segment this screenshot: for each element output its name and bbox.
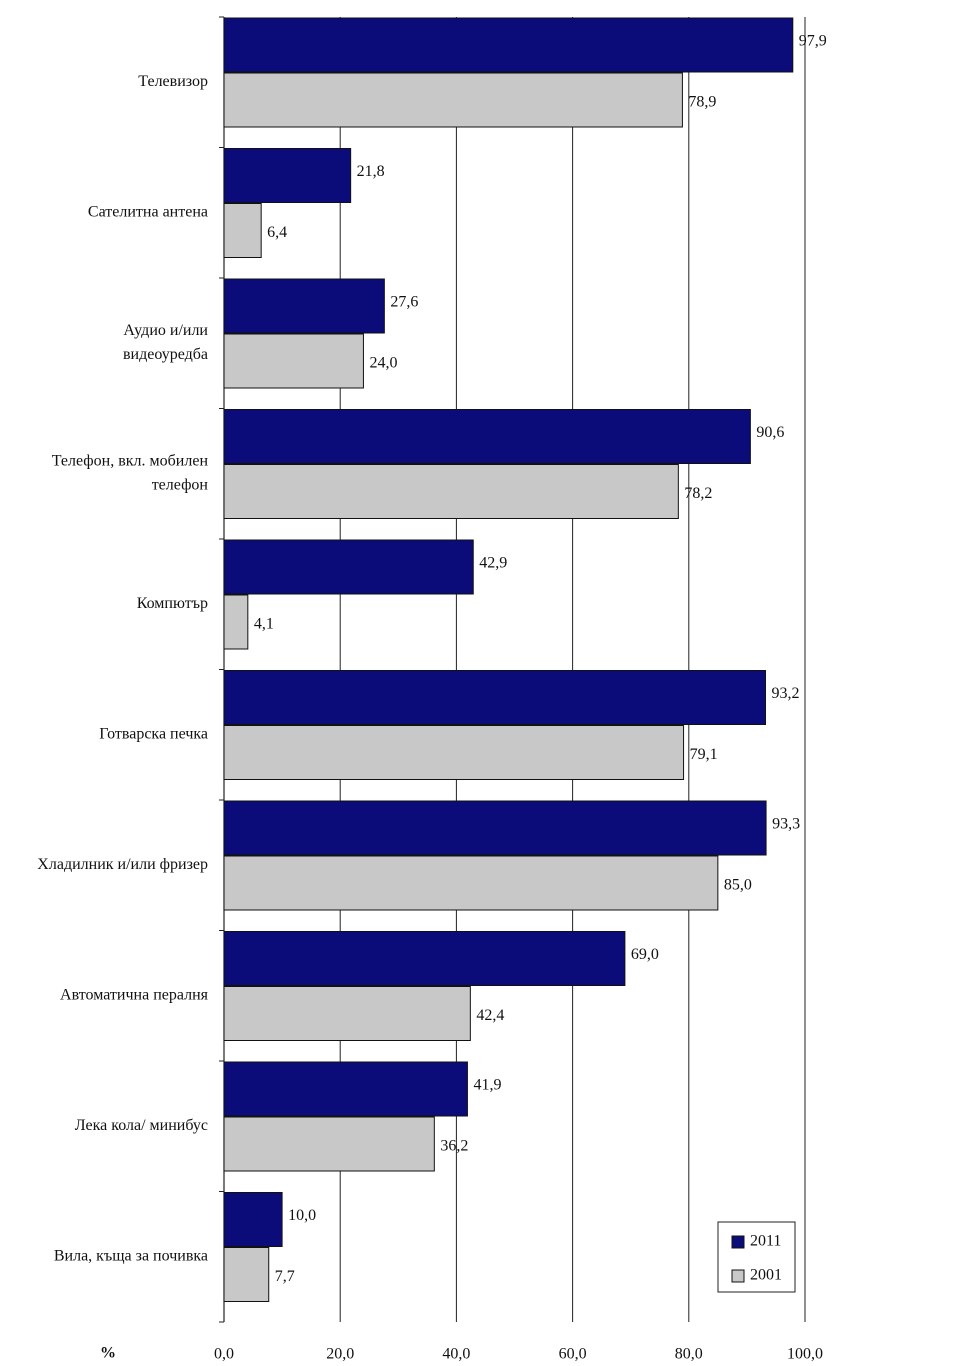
- x-tick-label: 20,0: [326, 1346, 354, 1363]
- x-tick-label: 60,0: [559, 1346, 587, 1363]
- category-label: Телевизор: [138, 73, 208, 90]
- value-label: 36,2: [440, 1138, 468, 1155]
- category-label: Сателитна антена: [88, 203, 208, 220]
- category-label: Хладилник и/или фризер: [37, 856, 208, 873]
- bar: [223, 670, 766, 725]
- value-label: 78,9: [688, 94, 716, 111]
- category-label: Телефон, вкл. мобилен: [52, 452, 209, 469]
- bar: [223, 278, 385, 334]
- legend-label: 2011: [750, 1233, 781, 1250]
- bar: [223, 1061, 468, 1117]
- value-label: 6,4: [267, 224, 287, 241]
- bar: [223, 1247, 270, 1302]
- bar: [223, 464, 679, 519]
- x-tick-label: 100,0: [787, 1346, 823, 1363]
- category-label: видеоуредба: [123, 346, 208, 363]
- value-label: 97,9: [799, 33, 827, 50]
- legend-swatch: [731, 1269, 745, 1283]
- bar: [223, 539, 474, 595]
- bar: [223, 203, 262, 258]
- x-axis-label: %: [100, 1345, 116, 1362]
- bar: [223, 800, 767, 856]
- x-tick-label: 40,0: [442, 1346, 470, 1363]
- value-label: 24,0: [369, 355, 397, 372]
- x-tick-label: 80,0: [675, 1346, 703, 1363]
- category-label: Компютър: [137, 595, 208, 612]
- bar: [223, 986, 471, 1041]
- x-tick-label: 0,0: [214, 1346, 234, 1363]
- value-label: 10,0: [288, 1207, 316, 1224]
- value-label: 85,0: [724, 877, 752, 894]
- value-label: 69,0: [631, 946, 659, 963]
- bar: [223, 1116, 435, 1172]
- value-label: 21,8: [357, 163, 385, 180]
- legend-box: [717, 1221, 796, 1293]
- category-label: Вила, къща за почивка: [54, 1247, 208, 1264]
- bar: [223, 17, 794, 73]
- bar: [223, 594, 249, 650]
- category-label: Готварска печка: [99, 725, 208, 742]
- value-label: 93,3: [772, 816, 800, 833]
- bar: [223, 1192, 283, 1247]
- value-label: 7,7: [275, 1268, 295, 1285]
- bar: [223, 409, 751, 464]
- category-label: Лека кола/ минибус: [75, 1117, 208, 1134]
- value-label: 90,6: [756, 424, 784, 441]
- value-label: 78,2: [684, 485, 712, 502]
- value-label: 41,9: [473, 1077, 501, 1094]
- legend-swatch: [731, 1235, 745, 1249]
- value-label: 79,1: [690, 746, 718, 763]
- category-label: Аудио и/или: [123, 322, 208, 339]
- category-label: Автоматична пералня: [60, 986, 209, 1003]
- category-label: телефон: [152, 476, 209, 493]
- value-label: 42,9: [479, 555, 507, 572]
- value-label: 27,6: [390, 294, 418, 311]
- bar: [223, 333, 364, 389]
- value-label: 93,2: [771, 685, 799, 702]
- bar: [223, 148, 352, 203]
- legend-label: 2001: [750, 1267, 782, 1284]
- bar: [223, 725, 685, 780]
- value-label: 42,4: [476, 1007, 504, 1024]
- bar: [223, 931, 626, 986]
- bar: [223, 855, 719, 911]
- value-label: 4,1: [254, 616, 274, 633]
- bar: [223, 72, 683, 128]
